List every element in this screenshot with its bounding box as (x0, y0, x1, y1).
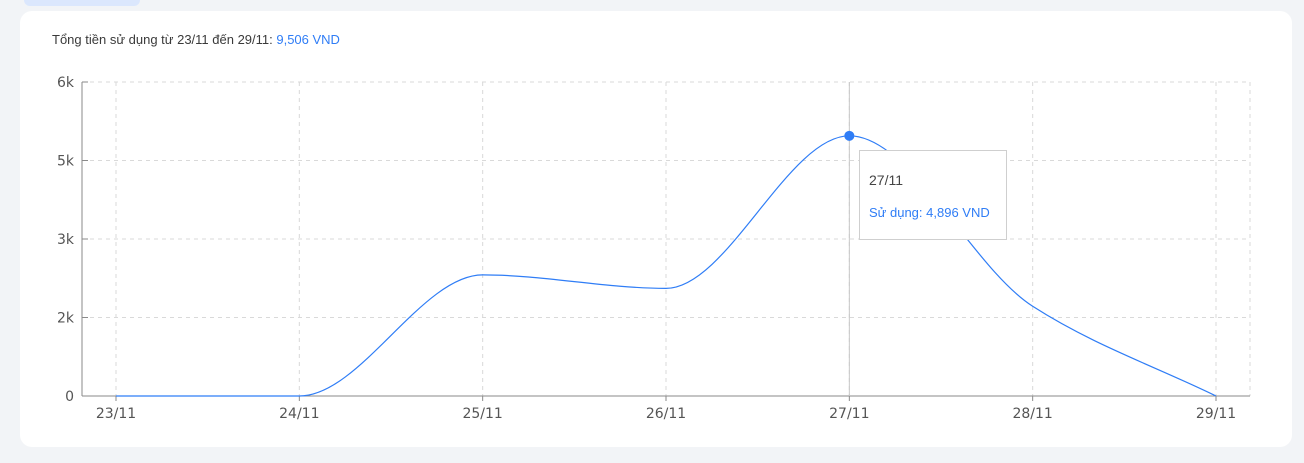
data-point (663, 285, 669, 291)
x-tick-label: 24/11 (279, 406, 319, 422)
axes (81, 81, 1250, 401)
tooltip-value-label: Sử dụng: (869, 205, 927, 220)
data-point (113, 393, 119, 399)
y-tick-label: 3k (57, 232, 75, 248)
x-tick-label: 25/11 (462, 406, 502, 422)
data-point (1213, 393, 1219, 399)
tooltip-value: Sử dụng: 4,896 VND (869, 205, 990, 220)
highlighted-point (844, 130, 855, 141)
summary-amount: 9,506 VND (276, 32, 340, 47)
y-tick-label: 5k (57, 154, 75, 170)
x-tick-label: 28/11 (1012, 406, 1052, 422)
tooltip-date: 27/11 (869, 172, 903, 188)
grid-lines (82, 81, 1251, 396)
usage-series (113, 82, 1219, 399)
usage-line-chart[interactable]: 0 2k 3k 5k 6k 23/11 24/11 25/11 26/11 27/11 28/11 2… (20, 11, 1292, 447)
usage-chart-card: Tổng tiền sử dụng từ 23/11 đến 29/11: 9,… (20, 11, 1292, 447)
y-tick-label: 2k (57, 311, 75, 327)
y-tick-label: 6k (57, 75, 75, 91)
tick-labels: 0 2k 3k 5k 6k 23/11 24/11 25/11 26/11 27/11 28/11 2… (57, 75, 1236, 422)
data-point (1030, 303, 1036, 309)
usage-summary: Tổng tiền sử dụng từ 23/11 đến 29/11: 9,… (52, 32, 340, 47)
data-point (296, 393, 302, 399)
usage-line (116, 135, 1217, 397)
x-tick-label: 29/11 (1196, 406, 1236, 422)
x-tick-label: 23/11 (96, 406, 136, 422)
period-tab[interactable] (24, 0, 140, 6)
tooltip-value-amount: 4,896 VND (926, 205, 990, 220)
data-tooltip: 27/11 Sử dụng: 4,896 VND (859, 150, 1007, 240)
data-point (480, 272, 486, 278)
x-tick-label: 26/11 (646, 406, 686, 422)
summary-label: Tổng tiền sử dụng từ 23/11 đến 29/11: (52, 32, 277, 47)
y-tick-label: 0 (65, 389, 74, 405)
x-tick-label: 27/11 (829, 406, 869, 422)
